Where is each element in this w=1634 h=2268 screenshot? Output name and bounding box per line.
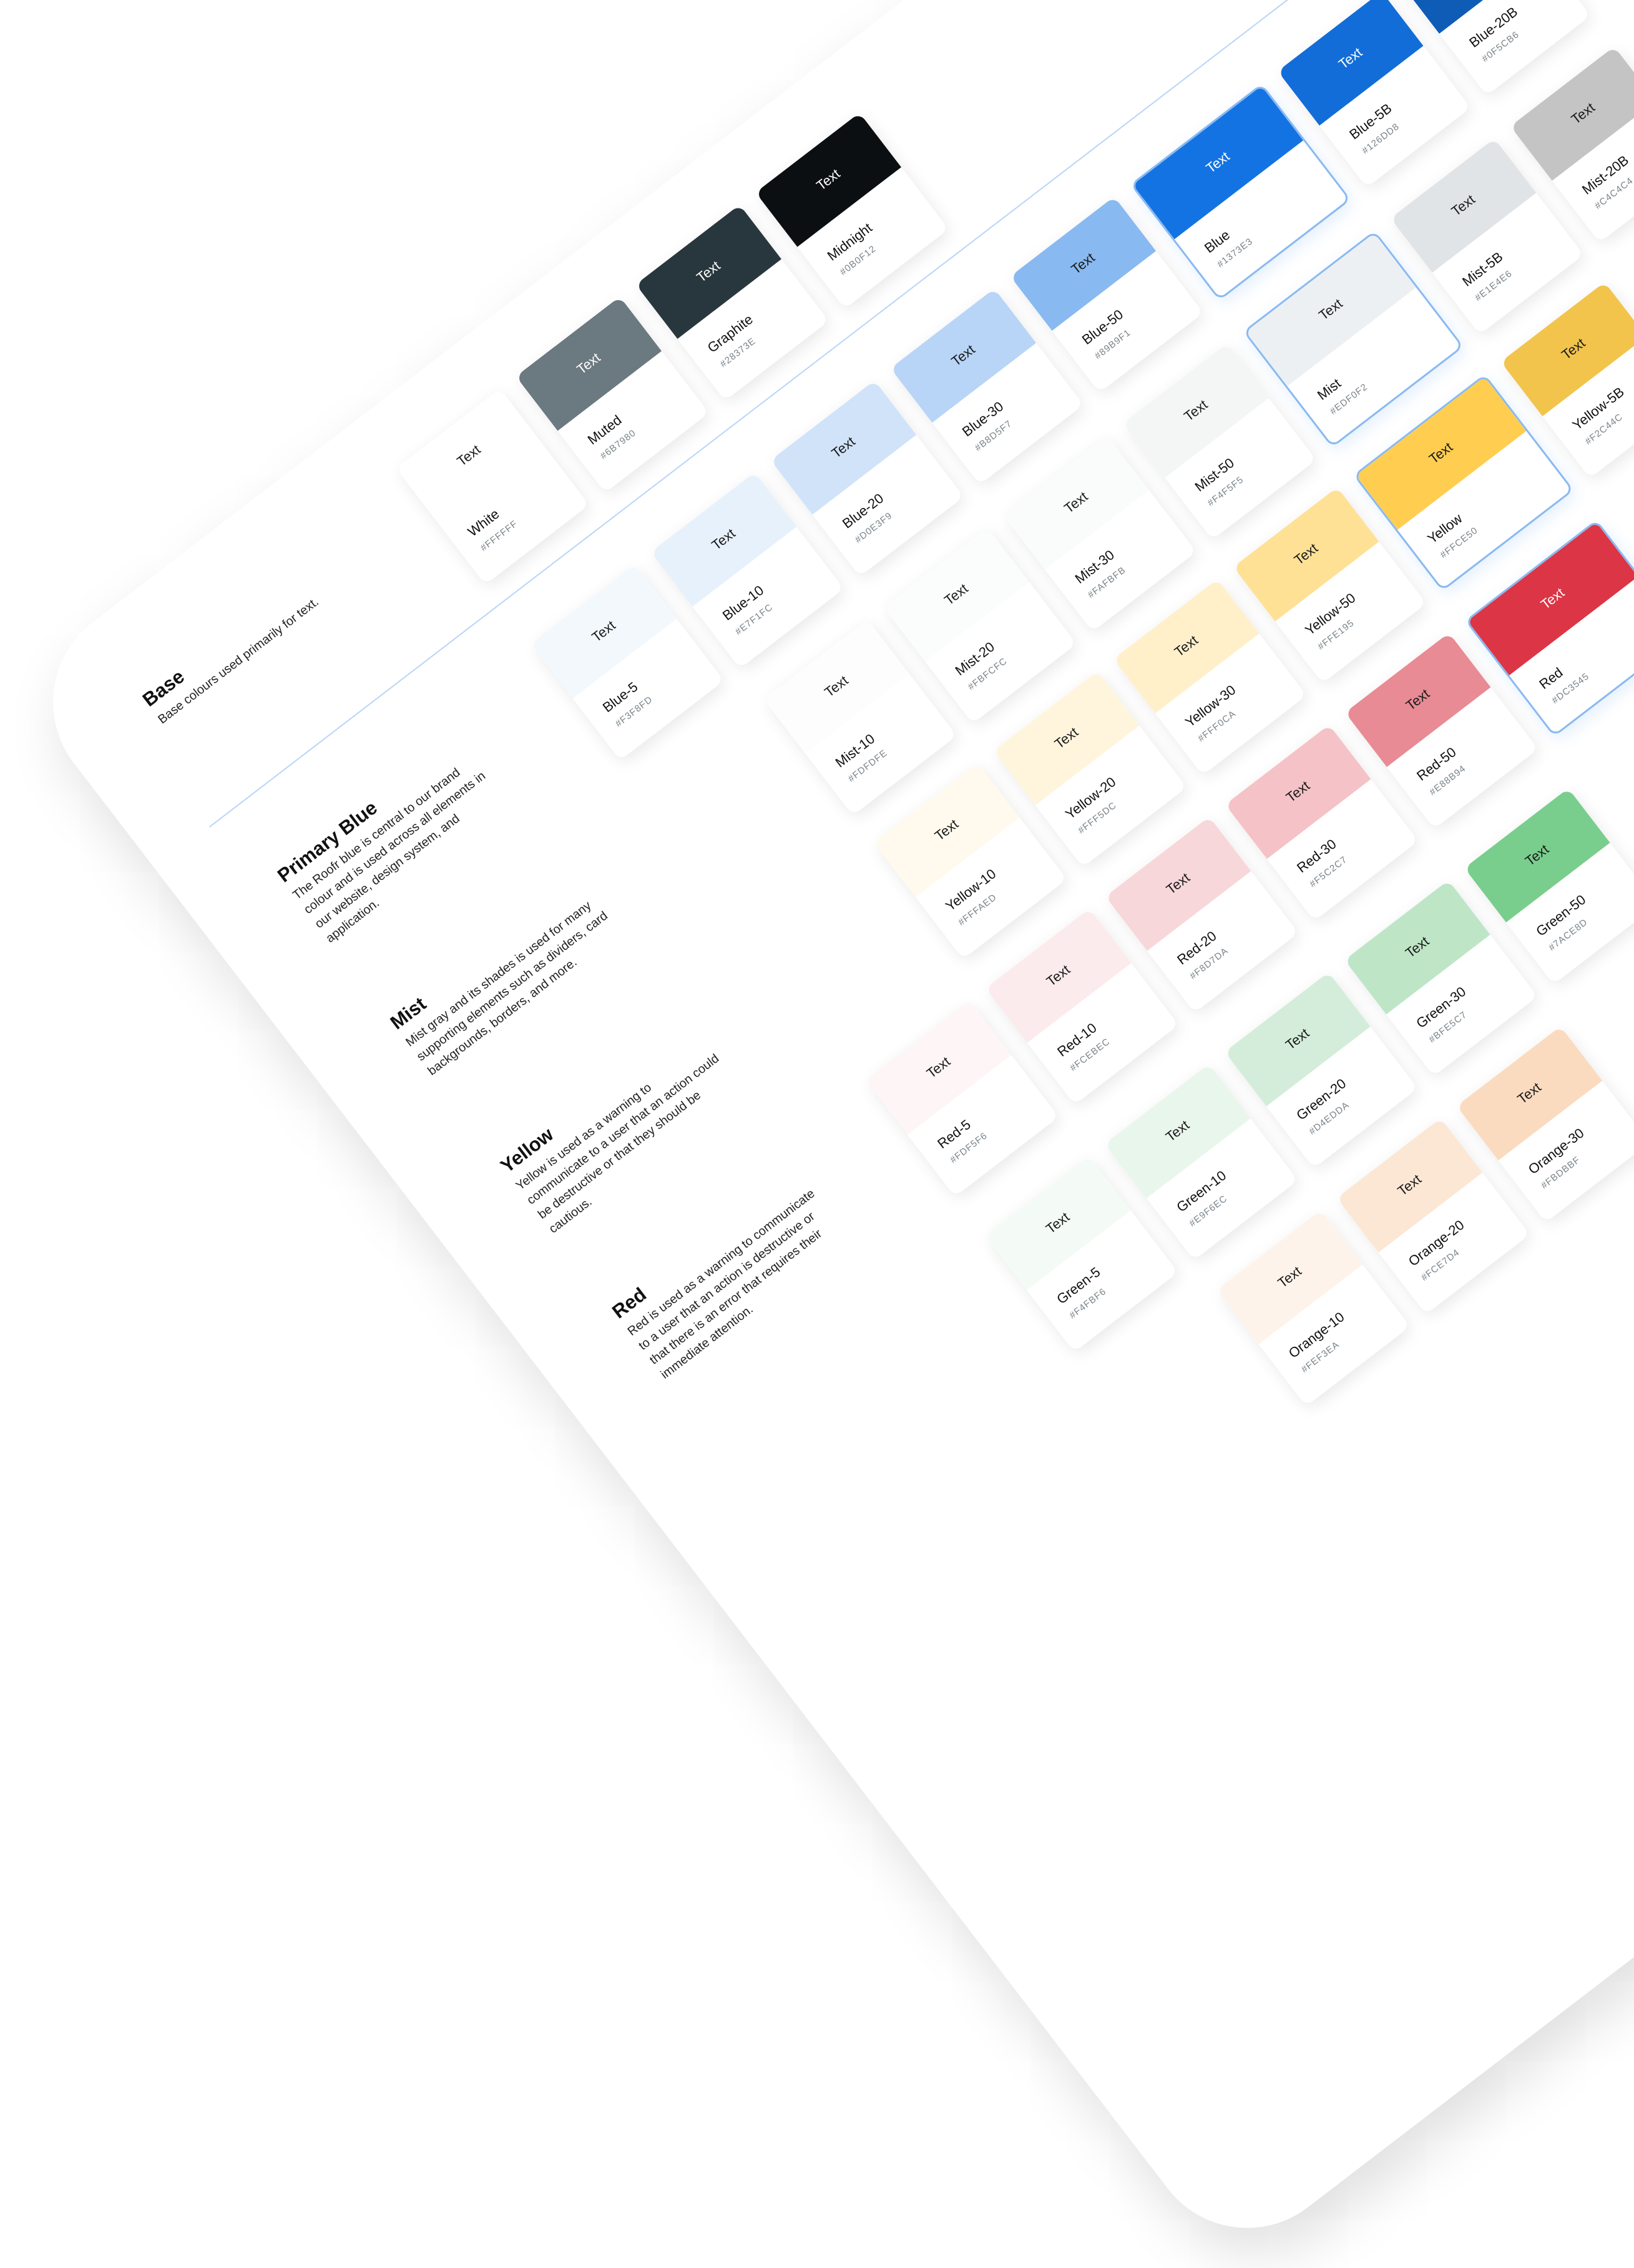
swatch-label: Text xyxy=(1203,148,1233,177)
swatch-label: Text xyxy=(454,441,484,469)
swatch-label: Text xyxy=(1163,869,1193,897)
swatch-label: Text xyxy=(1061,488,1091,517)
swatch-label: Text xyxy=(708,525,738,554)
color-name: Green-50 xyxy=(1533,891,1589,940)
swatch-label: Text xyxy=(1514,1079,1544,1107)
swatch-label: Text xyxy=(1181,396,1211,424)
swatch-label: Text xyxy=(1568,99,1598,127)
color-name: Green-30 xyxy=(1413,983,1469,1032)
color-name: Green-10 xyxy=(1173,1167,1230,1215)
swatch-label: Text xyxy=(1394,1171,1424,1199)
swatch-label: Text xyxy=(931,816,962,844)
page-body: {"sections": [ {"title": "Base", "descri… xyxy=(138,0,1634,1382)
swatch-label: Text xyxy=(1043,961,1073,990)
swatch-label: Text xyxy=(813,165,843,193)
swatch-label: Text xyxy=(693,257,723,286)
swatch-label: Text xyxy=(828,433,858,461)
swatch-label: Text xyxy=(1448,191,1478,220)
color-name: Green-20 xyxy=(1293,1075,1349,1123)
swatch-label: Text xyxy=(574,349,604,378)
swatch-label: Text xyxy=(1274,1263,1304,1291)
swatch-label: Text xyxy=(1402,933,1432,961)
swatch-label: Text xyxy=(1558,335,1588,363)
swatch-label: Text xyxy=(1291,540,1321,568)
swatch-label: Text xyxy=(1068,249,1098,278)
swatch-label: Text xyxy=(923,1053,954,1082)
swatch-label: Text xyxy=(821,672,851,700)
swatch-label: Text xyxy=(948,341,978,369)
swatch-label: Text xyxy=(1042,1209,1073,1237)
swatch-label: Text xyxy=(1426,439,1456,467)
swatch-label: Text xyxy=(1051,724,1082,752)
swatch-label: Text xyxy=(1282,1025,1313,1053)
swatch-label: Text xyxy=(1537,584,1568,613)
swatch-label: Text xyxy=(1171,632,1201,660)
swatch-label: Text xyxy=(1335,44,1366,72)
page: Colour palette html, body { margin: 0; p… xyxy=(138,0,1634,1382)
swatch-label: Text xyxy=(1162,1117,1193,1145)
swatch-label: Text xyxy=(1522,841,1552,869)
swatch-label: Text xyxy=(1283,778,1313,806)
swatch-label: Text xyxy=(1316,295,1346,323)
swatch-label: Text xyxy=(1402,685,1432,714)
swatch-label: Text xyxy=(589,617,619,645)
swatch-label: Text xyxy=(941,580,971,609)
